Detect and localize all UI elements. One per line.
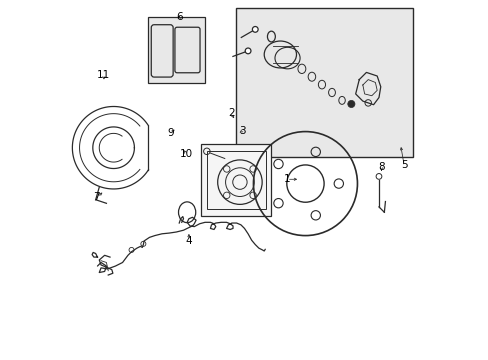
Text: 4: 4: [185, 236, 192, 246]
Circle shape: [244, 48, 250, 54]
Text: 1: 1: [283, 174, 289, 184]
Bar: [206, 151, 265, 209]
Circle shape: [252, 27, 258, 32]
Text: 3: 3: [239, 126, 245, 135]
Text: 6: 6: [176, 12, 182, 22]
Circle shape: [347, 100, 354, 108]
Text: 5: 5: [400, 160, 407, 170]
Text: 10: 10: [180, 149, 193, 159]
Text: 11: 11: [97, 70, 110, 80]
Text: 7: 7: [93, 192, 100, 202]
Bar: [235, 8, 412, 157]
Text: 2: 2: [227, 108, 234, 118]
Text: 8: 8: [377, 162, 384, 172]
Text: 9: 9: [167, 129, 174, 138]
Bar: [201, 144, 271, 216]
Bar: [147, 17, 204, 83]
